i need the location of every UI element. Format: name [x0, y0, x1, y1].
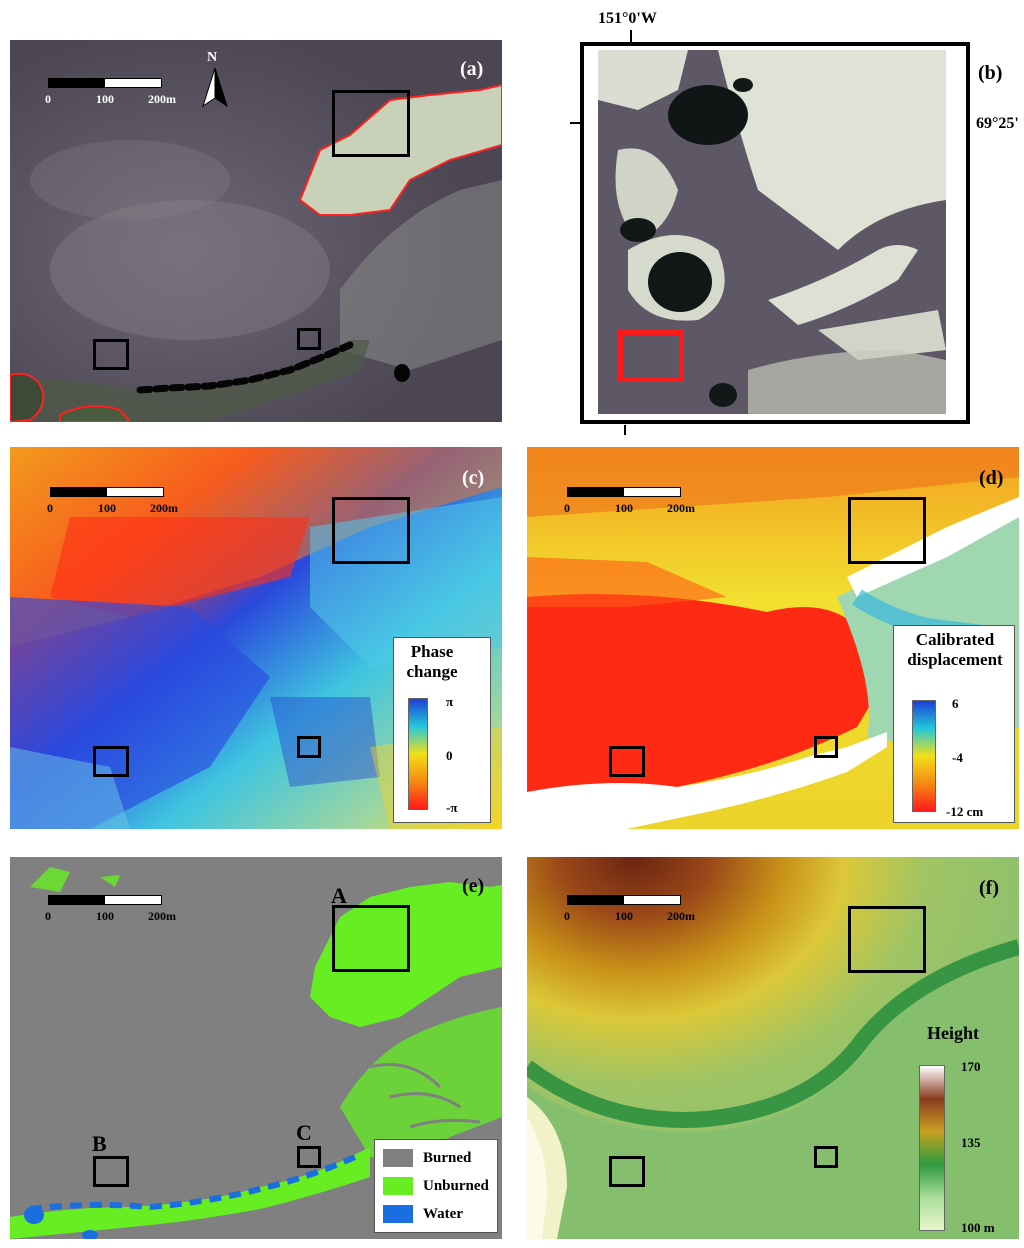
latitude-tick	[570, 122, 582, 124]
site-box-a	[848, 497, 926, 564]
satellite-image-b	[598, 50, 946, 414]
panel-a-satellite-image: 0 100 200m N (a)	[10, 40, 502, 422]
site-box-b	[93, 339, 129, 370]
panel-label-f: (f)	[979, 877, 999, 899]
legend-tick-min: 100 m	[961, 1220, 995, 1235]
legend-colorbar	[919, 1065, 945, 1231]
scalebar-tick-0: 0	[45, 909, 51, 923]
site-box-c	[297, 736, 321, 758]
north-arrow-icon	[202, 68, 228, 108]
legend-item-burned: Burned	[383, 1148, 471, 1168]
panel-label-e: (e)	[462, 875, 485, 897]
longitude-tick	[630, 30, 632, 44]
legend-title: Height	[927, 1023, 979, 1043]
scalebar-tick-200: 200m	[667, 909, 695, 923]
bottom-tick	[624, 425, 626, 435]
north-arrow-label: N	[207, 50, 218, 65]
site-label-a: A	[331, 883, 347, 908]
scalebar-e: 0 100 200m	[45, 895, 176, 925]
scalebar-f: 0 100 200m	[564, 895, 695, 925]
legend-label: Water	[423, 1205, 463, 1222]
study-area-box	[618, 330, 684, 382]
legend-swatch	[383, 1177, 413, 1195]
scalebar-black-segment	[48, 895, 105, 905]
scalebar-d: 0 100 200m	[564, 487, 695, 517]
legend-label: Unburned	[423, 1177, 489, 1194]
panel-b-overview-image	[598, 50, 946, 414]
legend-tick-min: -12 cm	[946, 804, 984, 819]
legend-swatch	[383, 1149, 413, 1167]
panel-label-c: (c)	[462, 467, 485, 489]
site-box-c	[297, 328, 321, 350]
panel-e-burn-classification: 0 100 200m (e) A B C Burned Unburned Water	[10, 857, 502, 1239]
legend-colorbar	[408, 698, 428, 810]
scalebar-tick-100: 100	[96, 92, 114, 106]
panel-label-d: (d)	[979, 467, 1004, 489]
legend-colorbar	[912, 700, 936, 812]
displacement-legend: Calibrated displacement 6 -4 -12 cm	[893, 625, 1015, 823]
site-box-c	[297, 1146, 321, 1168]
legend-tick-mid: 135	[961, 1135, 981, 1150]
scalebar-tick-100: 100	[96, 909, 114, 923]
scalebar-tick-100: 100	[615, 909, 633, 923]
scalebar-tick-100: 100	[98, 501, 116, 515]
panel-label-b: (b)	[978, 62, 1003, 84]
scalebar-tick-200: 200m	[667, 501, 695, 515]
scalebar-black-segment	[567, 895, 624, 905]
panel-d-displacement-map: 0 100 200m (d) Calibrated displacement 6…	[527, 447, 1019, 829]
legend-item-water: Water	[383, 1204, 463, 1224]
legend-swatch	[383, 1205, 413, 1223]
scalebar-tick-0: 0	[47, 501, 53, 515]
legend-tick-max: 170	[961, 1059, 981, 1074]
scalebar-white-segment	[106, 487, 164, 497]
phase-change-legend: Phase change π 0 -π	[393, 637, 491, 823]
site-box-c	[814, 736, 838, 758]
legend-item-unburned: Unburned	[383, 1176, 489, 1196]
legend-title: Phase change	[406, 642, 458, 681]
legend-label: Burned	[423, 1149, 472, 1166]
scalebar-white-segment	[104, 895, 162, 905]
site-box-b	[93, 746, 129, 777]
longitude-label: 151°0'W	[598, 10, 657, 27]
scalebar-tick-100: 100	[615, 501, 633, 515]
panel-f-elevation-map: 0 100 200m (f) Height 170 135 100 m	[527, 857, 1019, 1239]
legend-tick-mid: 0	[446, 748, 453, 763]
scalebar-a: 0 100 200m	[45, 78, 176, 108]
scalebar-tick-200: 200m	[148, 92, 176, 106]
north-arrow: N	[200, 50, 230, 110]
site-label-b: B	[92, 1131, 107, 1156]
scalebar-black-segment	[48, 78, 105, 88]
legend-tick-mid: -4	[952, 750, 963, 765]
panel-label-a: (a)	[460, 58, 484, 80]
scalebar-tick-0: 0	[564, 501, 570, 515]
scalebar-c: 0 100 200m	[47, 487, 178, 517]
legend-title: Calibrated displacement	[907, 630, 1003, 669]
legend-tick-min: -π	[446, 800, 458, 815]
scalebar-white-segment	[623, 895, 681, 905]
scalebar-white-segment	[104, 78, 162, 88]
legend-tick-max: 6	[952, 696, 959, 711]
scalebar-tick-0: 0	[45, 92, 51, 106]
site-box-c	[814, 1146, 838, 1168]
site-box-a	[332, 497, 410, 564]
latitude-label: 69°25'	[976, 115, 1019, 132]
site-box-b	[609, 1156, 645, 1187]
site-box-a	[848, 906, 926, 973]
scalebar-white-segment	[623, 487, 681, 497]
site-label-c: C	[296, 1120, 312, 1145]
satellite-image-a	[10, 40, 502, 422]
site-box-b	[609, 746, 645, 777]
site-box-a	[332, 90, 410, 157]
panel-c-phase-change-map: 0 100 200m (c) Phase change π 0 -π	[10, 447, 502, 829]
classification-legend: Burned Unburned Water	[374, 1139, 498, 1233]
scalebar-tick-200: 200m	[148, 909, 176, 923]
scalebar-black-segment	[50, 487, 107, 497]
scalebar-black-segment	[567, 487, 624, 497]
scalebar-tick-0: 0	[564, 909, 570, 923]
legend-tick-max: π	[446, 694, 454, 709]
site-box-b	[93, 1156, 129, 1187]
scalebar-tick-200: 200m	[150, 501, 178, 515]
site-box-a	[332, 905, 410, 972]
